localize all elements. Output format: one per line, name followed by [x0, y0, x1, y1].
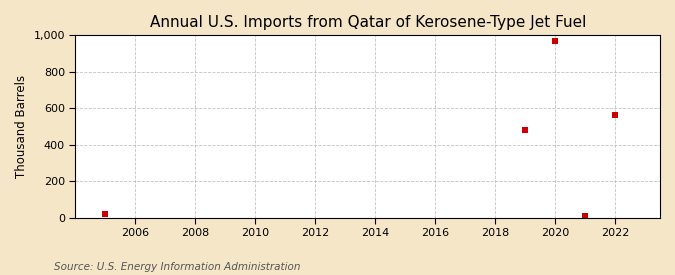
Text: Source: U.S. Energy Information Administration: Source: U.S. Energy Information Administ…: [54, 262, 300, 272]
Title: Annual U.S. Imports from Qatar of Kerosene-Type Jet Fuel: Annual U.S. Imports from Qatar of Kerose…: [150, 15, 586, 30]
Y-axis label: Thousand Barrels: Thousand Barrels: [15, 75, 28, 178]
